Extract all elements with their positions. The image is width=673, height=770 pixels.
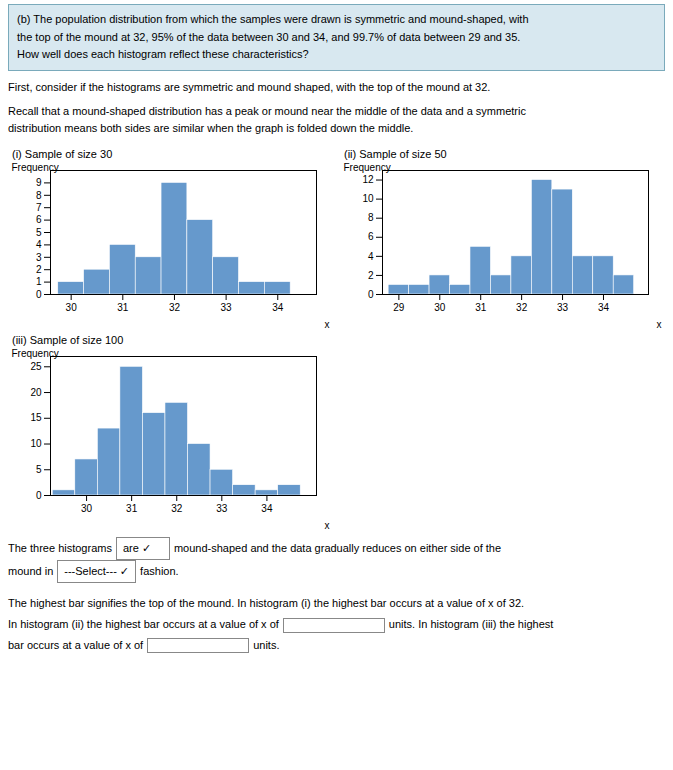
html-text:the top of the mound at 32, 95: the top of the mound at 32, 95% of the d… [17,30,521,43]
svg-text:10: 10 [30,438,42,449]
html-text:(ii) Sample of size 50: (ii) Sample of size 50 [344,148,447,161]
html-text:units. In histogram (iii) the: units. In histogram (iii) the highest [388,618,554,630]
svg-text:0: 0 [368,289,374,300]
svg-text:8: 8 [36,190,42,201]
svg-text:Frequency: Frequency [11,347,59,359]
svg-text:31: 31 [126,503,138,514]
svg-text:6: 6 [36,215,42,226]
svg-text:32: 32 [516,302,528,313]
svg-text:33: 33 [557,302,569,313]
svg-text:32: 32 [171,503,183,514]
svg-text:30: 30 [434,302,446,313]
svg-text:Frequency: Frequency [343,161,391,173]
html-text:The three histograms: The three histograms [8,542,112,555]
svg-text:x: x [325,520,330,531]
svg-text:6: 6 [368,232,374,243]
svg-text:34: 34 [272,302,284,313]
html-text:distribution means both sides: distribution means both sides are simila… [8,121,414,134]
svg-text:5: 5 [36,227,42,238]
svg-text:31: 31 [117,302,129,313]
svg-text:7: 7 [36,202,42,213]
html-text:(i) Sample of size 30: (i) Sample of size 30 [12,148,113,161]
svg-text:33: 33 [221,302,233,313]
html-text:bar occurs at a value of x of: bar occurs at a value of x of [8,638,144,651]
html-text:(b) The population distributio: (b) The population distribution from whi… [17,13,529,25]
svg-text:x: x [325,319,330,330]
html-text:(iii) Sample of size 100: (iii) Sample of size 100 [12,334,124,347]
html-text:fashion.: fashion. [140,565,179,578]
svg-text:3: 3 [36,252,42,263]
html-text:units.: units. [253,638,280,651]
svg-text:0: 0 [36,289,42,300]
svg-text:15: 15 [30,413,42,424]
svg-text:2: 2 [36,264,42,275]
svg-text:5: 5 [36,464,42,475]
svg-text:x: x [657,319,662,330]
svg-text:30: 30 [81,503,93,514]
svg-text:25: 25 [30,361,42,372]
svg-text:0: 0 [36,490,42,501]
svg-text:9: 9 [36,177,42,188]
html-text:are ✓: are ✓ [122,542,152,555]
html-text:mound in: mound in [8,565,54,578]
svg-text:12: 12 [362,175,374,186]
svg-text:34: 34 [598,302,610,313]
html-text:In histogram (ii) the highest: In histogram (ii) the highest bar occurs… [8,618,279,630]
svg-text:Frequency: Frequency [11,161,59,173]
svg-text:4: 4 [36,239,42,250]
svg-text:30: 30 [66,302,78,313]
svg-text:1: 1 [36,277,42,288]
svg-text:29: 29 [393,302,405,313]
html-text:The highest bar signifies the: The highest bar signifies the top of the… [8,597,525,610]
html-text:How well does each histogram r: How well does each histogram reflect the… [17,48,309,61]
svg-text:34: 34 [261,503,273,514]
svg-text:32: 32 [169,302,181,313]
svg-text:10: 10 [362,194,374,205]
html-text:Recall that a mound-shaped dis: Recall that a mound-shaped distribution … [8,105,526,118]
html-text:mound-shaped and the data grad: mound-shaped and the data gradually redu… [173,542,502,555]
html-text:---Select--- ✓: ---Select--- ✓ [64,565,130,578]
svg-text:2: 2 [368,270,374,281]
svg-text:20: 20 [30,387,42,398]
svg-text:33: 33 [216,503,228,514]
html-text:First, consider if the histogr: First, consider if the histograms are sy… [8,80,491,93]
svg-text:31: 31 [475,302,487,313]
svg-text:8: 8 [368,213,374,224]
svg-text:4: 4 [368,251,374,262]
